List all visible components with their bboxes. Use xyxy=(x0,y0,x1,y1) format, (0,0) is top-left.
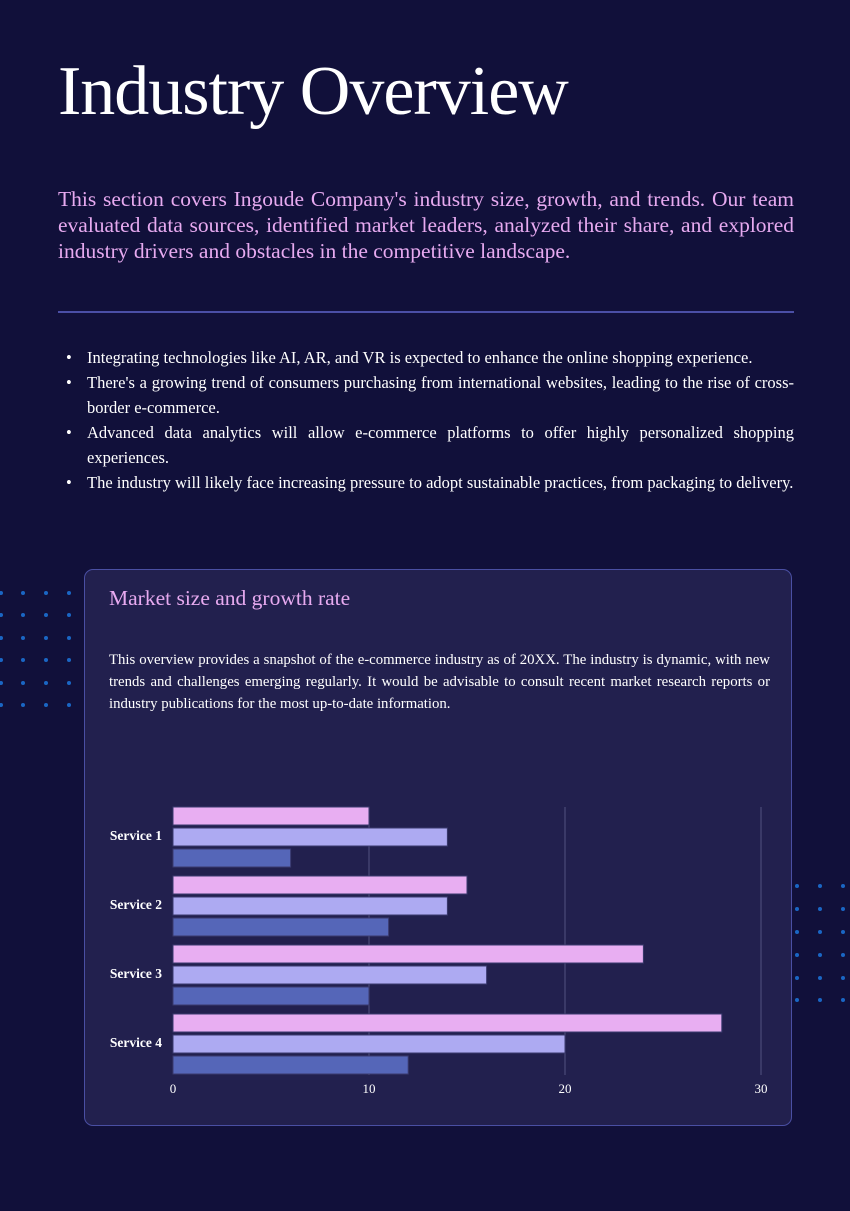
dot xyxy=(0,613,3,617)
dot xyxy=(21,658,25,662)
list-item: There's a growing trend of consumers pur… xyxy=(66,370,794,420)
y-category-label: Service 1 xyxy=(110,828,162,843)
dot xyxy=(44,681,48,685)
dot xyxy=(818,953,822,957)
bar xyxy=(172,944,644,964)
dot xyxy=(67,636,71,640)
dot xyxy=(67,658,71,662)
dot xyxy=(44,591,48,595)
dot xyxy=(67,703,71,707)
dot xyxy=(21,681,25,685)
page-title: Industry Overview xyxy=(58,53,569,130)
dot xyxy=(67,613,71,617)
x-tick-label: 30 xyxy=(755,1081,768,1096)
bar xyxy=(172,875,468,895)
bar xyxy=(172,896,448,916)
market-card: Market size and growth rate This overvie… xyxy=(84,569,792,1126)
x-tick-label: 10 xyxy=(363,1081,376,1096)
dot xyxy=(841,930,845,934)
dot xyxy=(795,976,799,980)
y-category-label: Service 2 xyxy=(110,897,162,912)
bar xyxy=(172,1034,566,1054)
dot xyxy=(795,907,799,911)
dot xyxy=(21,613,25,617)
dot xyxy=(44,636,48,640)
dot xyxy=(0,591,3,595)
bar xyxy=(172,917,390,937)
dot xyxy=(21,591,25,595)
dot xyxy=(44,658,48,662)
dot xyxy=(841,884,845,888)
bar xyxy=(172,986,370,1006)
bar xyxy=(172,848,292,868)
bar xyxy=(172,827,448,847)
dot xyxy=(67,591,71,595)
trend-list: Integrating technologies like AI, AR, an… xyxy=(58,345,794,495)
list-item: Integrating technologies like AI, AR, an… xyxy=(66,345,794,370)
dot xyxy=(841,998,845,1002)
bar xyxy=(172,965,488,985)
x-tick-label: 20 xyxy=(559,1081,572,1096)
dot xyxy=(795,953,799,957)
dot xyxy=(841,953,845,957)
dot xyxy=(44,703,48,707)
dot xyxy=(0,636,3,640)
bar xyxy=(172,806,370,826)
dot xyxy=(67,681,71,685)
list-item: Advanced data analytics will allow e-com… xyxy=(66,420,794,470)
divider xyxy=(58,311,794,313)
card-title: Market size and growth rate xyxy=(109,586,351,610)
intro-paragraph: This section covers Ingoude Company's in… xyxy=(58,187,794,263)
dot xyxy=(818,884,822,888)
list-item: The industry will likely face increasing… xyxy=(66,470,794,495)
dot xyxy=(818,998,822,1002)
y-category-label: Service 3 xyxy=(110,966,162,981)
dot xyxy=(44,613,48,617)
dot xyxy=(0,681,3,685)
card-text: This overview provides a snapshot of the… xyxy=(109,652,770,712)
bar xyxy=(172,1013,723,1033)
dot xyxy=(795,884,799,888)
bar xyxy=(172,1055,409,1075)
dot xyxy=(818,976,822,980)
dot xyxy=(818,930,822,934)
x-tick-label: 0 xyxy=(170,1081,177,1096)
dot xyxy=(21,703,25,707)
dot xyxy=(841,907,845,911)
y-category-label: Service 4 xyxy=(110,1035,162,1050)
dot xyxy=(795,930,799,934)
dot xyxy=(0,703,3,707)
dot xyxy=(818,907,822,911)
dot xyxy=(0,658,3,662)
dot xyxy=(21,636,25,640)
dot xyxy=(795,998,799,1002)
dot xyxy=(841,976,845,980)
